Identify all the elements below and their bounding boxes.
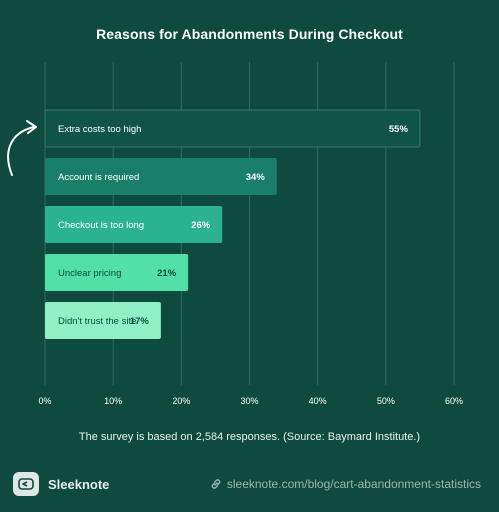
chart-title: Reasons for Abandonments During Checkout: [96, 26, 403, 42]
link-icon: [211, 479, 221, 489]
x-tick-label: 60%: [445, 396, 463, 406]
bar: [45, 254, 189, 291]
bars: Extra costs too high 55% Account is requir…: [44, 109, 421, 339]
x-tick-label: 20%: [172, 396, 190, 406]
sleeknote-logo-icon: [13, 472, 39, 496]
bar-category-label: Account is required: [58, 172, 139, 183]
x-tick-label: 10%: [104, 396, 122, 406]
bar-value-label: 34%: [246, 172, 266, 183]
bar-chart: Extra costs too high 55% Account is requir…: [7, 62, 463, 406]
bar-value-label: 17%: [130, 316, 150, 327]
bar-value-label: 21%: [157, 268, 177, 279]
bar-value-label: 55%: [389, 124, 409, 135]
source-url: sleeknote.com/blog/cart-abandonment-stat…: [226, 477, 481, 491]
bar: [45, 158, 277, 195]
footer-bar: Sleeknote sleeknote.com/blog/cart-abando…: [0, 466, 499, 512]
arrowhead-icon: [26, 120, 37, 134]
bar-category-label: Didn't trust the site: [58, 316, 136, 327]
bar-value-label: 26%: [191, 220, 211, 231]
curved-arrow-icon: [7, 126, 35, 176]
x-tick-label: 30%: [240, 396, 258, 406]
bar: [45, 206, 223, 243]
x-axis-tick-labels: 0% 10% 20% 30% 40% 50% 60%: [38, 396, 463, 406]
x-tick-label: 40%: [309, 396, 327, 406]
bar: [44, 109, 421, 148]
bar: [45, 302, 161, 339]
x-tick-label: 0%: [38, 396, 51, 406]
bar-category-label: Unclear pricing: [58, 268, 121, 279]
brand[interactable]: Sleeknote: [13, 472, 109, 496]
source-link[interactable]: sleeknote.com/blog/cart-abandonment-stat…: [210, 477, 481, 491]
bar-category-label: Checkout is too long: [58, 220, 144, 231]
brand-name: Sleeknote: [48, 476, 110, 492]
bar-category-label: Extra costs too high: [58, 124, 141, 135]
survey-footnote: The survey is based on 2,584 responses. …: [78, 431, 421, 443]
x-tick-label: 50%: [377, 396, 395, 406]
